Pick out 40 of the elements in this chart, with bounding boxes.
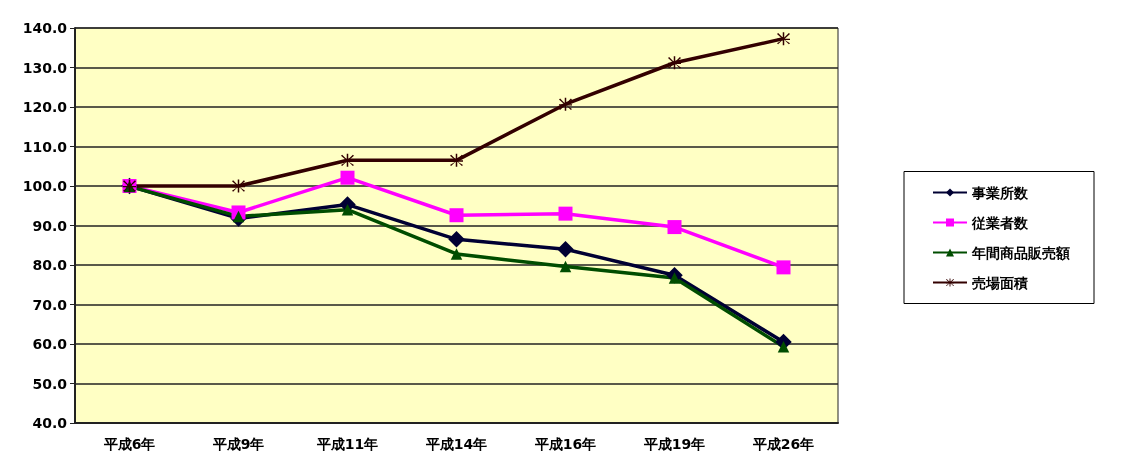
x-tick-label: 平成19年 [642, 436, 706, 452]
point [776, 260, 791, 275]
point [668, 272, 681, 284]
point [559, 260, 572, 273]
point [450, 153, 463, 167]
y-tick-label: 100.0 [22, 178, 68, 194]
point [340, 170, 355, 185]
x-tick-label: 平成6年 [102, 436, 156, 452]
x-tick-label: 平成26年 [751, 436, 815, 452]
y-tick-label: 80.0 [32, 257, 68, 273]
y-tick-label: 110.0 [22, 138, 68, 155]
x-tick-label: 平成14年 [424, 436, 488, 452]
point [667, 220, 682, 235]
y-tick-label: 70.0 [32, 296, 68, 313]
point [341, 153, 354, 167]
x-tick-label: 平成16年 [533, 436, 597, 452]
y-tick-label: 60.0 [32, 336, 68, 352]
legend-label: 年間商品販売額 [971, 244, 1070, 261]
legend-label: 売場面積 [972, 274, 1028, 291]
point [450, 248, 463, 260]
point [777, 341, 790, 353]
point [668, 56, 681, 70]
point [558, 206, 573, 221]
point [341, 203, 354, 216]
legend-label: 事業所数 [971, 184, 1029, 201]
y-tick-label: 50.0 [32, 375, 68, 392]
y-tick-label: 120.0 [22, 99, 68, 115]
legend-label: 従業者数 [971, 214, 1029, 231]
point [557, 240, 574, 258]
y-tick-label: 130.0 [22, 59, 68, 76]
point [449, 208, 464, 223]
point [777, 32, 790, 46]
point [232, 210, 245, 223]
y-tick-label: 40.0 [32, 415, 68, 431]
point [448, 231, 465, 248]
y-tick-label: 90.0 [32, 217, 68, 234]
x-tick-label: 平成11年 [315, 436, 379, 452]
point [559, 97, 572, 111]
y-tick-label: 140.0 [22, 20, 68, 36]
x-tick-label: 平成9年 [211, 436, 265, 452]
